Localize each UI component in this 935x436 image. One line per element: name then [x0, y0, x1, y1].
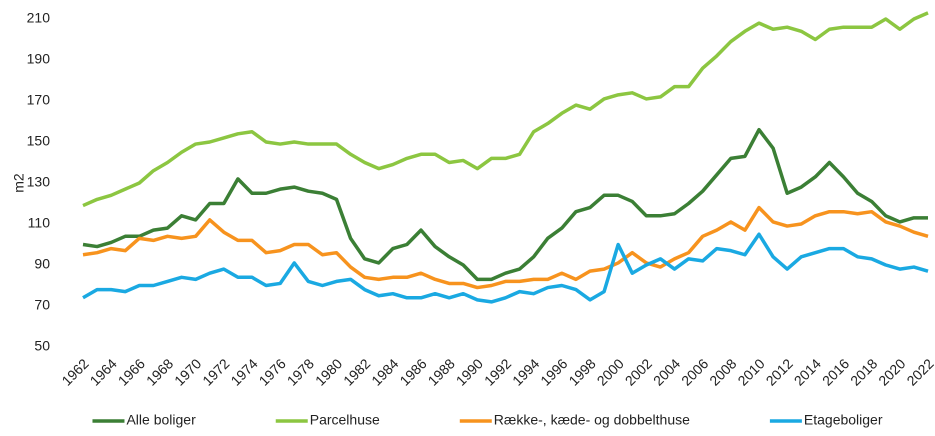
- series-line: [82, 127, 928, 282]
- x-tick-label: 2016: [819, 355, 852, 388]
- x-tick-label: 2004: [650, 355, 683, 388]
- y-axis-label: m2: [11, 173, 27, 193]
- x-tick-label: 1978: [284, 355, 317, 388]
- series-line: [82, 232, 929, 304]
- y-tick-label: 90: [34, 256, 50, 272]
- x-tick-label: 2006: [678, 355, 711, 388]
- legend-label: Række-, kæde- og dobbelthuse: [494, 412, 690, 428]
- series-line: [82, 11, 929, 208]
- x-tick-label: 2010: [734, 355, 767, 388]
- x-tick-label: 1988: [425, 355, 458, 388]
- x-tick-label: 1970: [171, 355, 204, 388]
- x-tick-label: 2008: [706, 355, 739, 388]
- x-tick-label: 2014: [791, 355, 824, 388]
- y-tick-label: 190: [27, 51, 51, 67]
- x-tick-label: 1984: [368, 355, 401, 388]
- x-tick-label: 1994: [509, 355, 542, 388]
- x-tick-label: 2000: [594, 355, 627, 388]
- legend-label: Parcelhuse: [310, 412, 380, 428]
- x-tick-label: 1992: [481, 355, 514, 388]
- x-tick-label: 1974: [227, 355, 260, 388]
- x-tick-label: 2020: [875, 355, 908, 388]
- y-tick-label: 130: [27, 174, 51, 190]
- y-tick-label: 150: [27, 133, 51, 149]
- x-tick-label: 1964: [87, 355, 120, 388]
- series-line: [82, 205, 929, 290]
- x-tick-label: 1986: [396, 355, 429, 388]
- x-tick-label: 1996: [537, 355, 570, 388]
- x-tick-label: 1990: [453, 355, 486, 388]
- y-tick-label: 210: [27, 10, 51, 26]
- x-tick-label: 2022: [903, 355, 935, 388]
- x-tick-label: 2012: [763, 355, 796, 388]
- y-tick-label: 110: [28, 215, 51, 231]
- x-tick-label: 1976: [256, 355, 289, 388]
- x-tick-label: 1968: [143, 355, 176, 388]
- y-tick-label: 50: [34, 338, 50, 354]
- y-tick-label: 170: [27, 92, 51, 108]
- x-tick-label: 1998: [565, 355, 598, 388]
- x-tick-label: 1962: [58, 355, 91, 388]
- legend-label: Etageboliger: [804, 412, 883, 428]
- x-tick-label: 1982: [340, 355, 373, 388]
- x-tick-label: 1972: [199, 355, 232, 388]
- y-tick-label: 70: [34, 297, 50, 313]
- x-tick-label: 2002: [622, 355, 655, 388]
- x-tick-label: 1966: [115, 355, 148, 388]
- x-tick-label: 2018: [847, 355, 880, 388]
- x-tick-label: 1980: [312, 355, 345, 388]
- legend-label: Alle boliger: [126, 412, 196, 428]
